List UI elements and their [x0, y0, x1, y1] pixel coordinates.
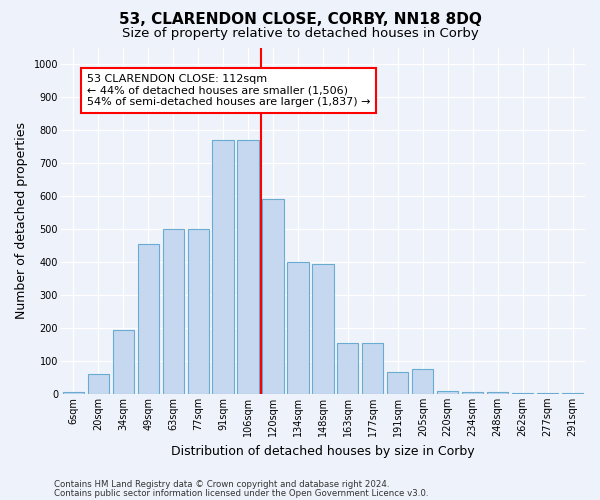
Bar [537, 393, 558, 394]
Bar [88, 374, 109, 394]
Bar [487, 392, 508, 394]
Text: 53, CLARENDON CLOSE, CORBY, NN18 8DQ: 53, CLARENDON CLOSE, CORBY, NN18 8DQ [119, 12, 481, 28]
Bar [287, 262, 308, 394]
Bar [113, 330, 134, 394]
Bar [387, 372, 409, 394]
Bar [412, 369, 433, 394]
Bar [163, 229, 184, 394]
X-axis label: Distribution of detached houses by size in Corby: Distribution of detached houses by size … [171, 444, 475, 458]
Bar [313, 264, 334, 394]
Text: 53 CLARENDON CLOSE: 112sqm
← 44% of detached houses are smaller (1,506)
54% of s: 53 CLARENDON CLOSE: 112sqm ← 44% of deta… [87, 74, 371, 107]
Bar [337, 343, 358, 394]
Bar [262, 200, 284, 394]
Bar [512, 393, 533, 394]
Text: Contains public sector information licensed under the Open Government Licence v3: Contains public sector information licen… [54, 488, 428, 498]
Bar [212, 140, 233, 394]
Bar [362, 343, 383, 394]
Text: Size of property relative to detached houses in Corby: Size of property relative to detached ho… [122, 28, 478, 40]
Bar [137, 244, 159, 394]
Y-axis label: Number of detached properties: Number of detached properties [15, 122, 28, 319]
Bar [462, 392, 483, 394]
Bar [238, 140, 259, 394]
Bar [562, 393, 583, 394]
Bar [437, 390, 458, 394]
Bar [188, 229, 209, 394]
Text: Contains HM Land Registry data © Crown copyright and database right 2024.: Contains HM Land Registry data © Crown c… [54, 480, 389, 489]
Bar [63, 392, 84, 394]
